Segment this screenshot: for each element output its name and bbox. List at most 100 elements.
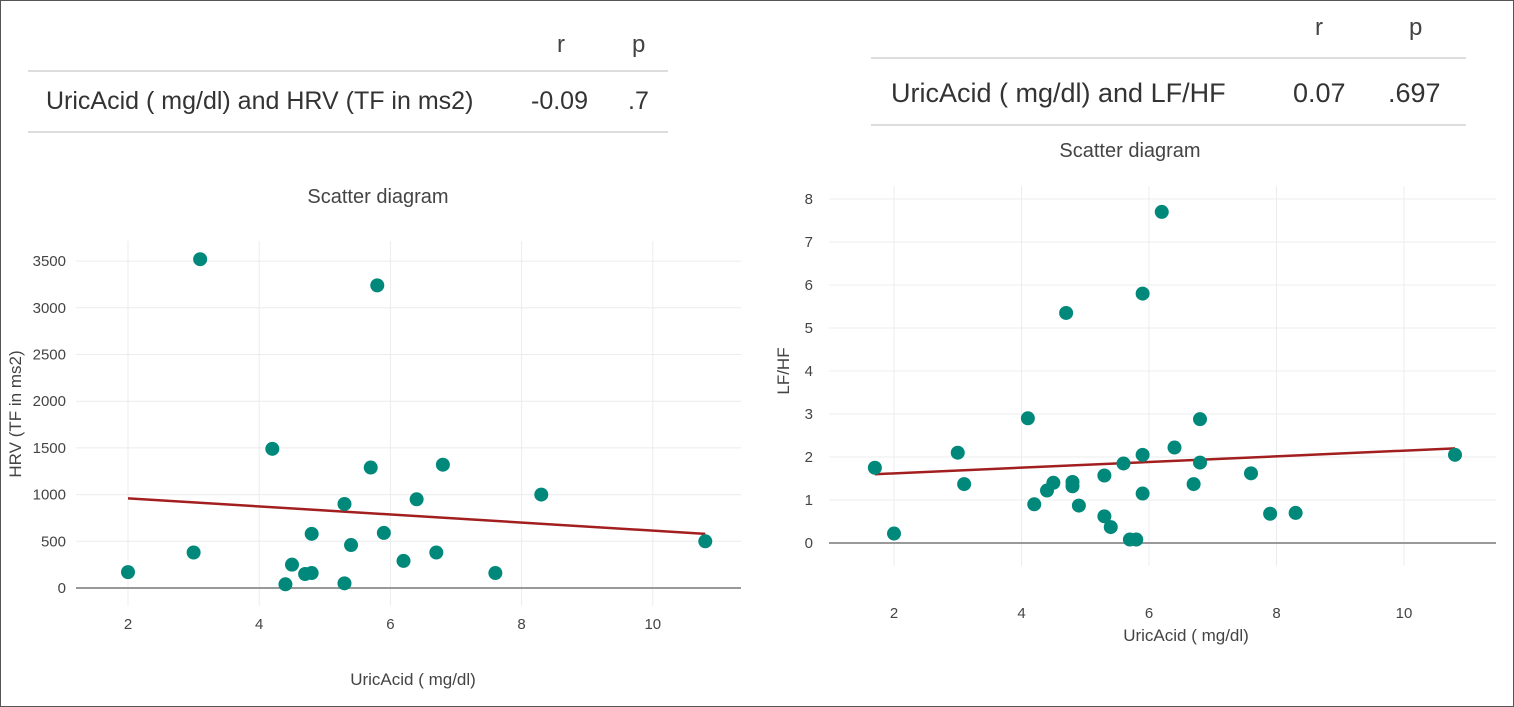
data-point	[1288, 505, 1303, 520]
data-point	[278, 577, 293, 592]
data-point	[186, 545, 201, 560]
row-p: .7	[628, 87, 649, 115]
data-point	[376, 525, 391, 540]
data-point	[193, 252, 208, 267]
y-axis-label: HRV (TF in ms2)	[6, 350, 25, 477]
chart-title: Scatter diagram	[1059, 140, 1200, 162]
y-tick-label: 7	[805, 234, 813, 251]
data-point	[1129, 532, 1144, 547]
y-tick-label: 6	[805, 277, 813, 294]
y-tick-label: 1500	[33, 440, 66, 457]
y-tick-label: 2000	[33, 393, 66, 410]
data-point	[1020, 411, 1035, 426]
data-point	[344, 538, 359, 553]
y-tick-label: 5	[805, 320, 813, 337]
regression-line	[874, 447, 1456, 476]
table-rule	[28, 131, 668, 133]
table-rule	[871, 124, 1466, 126]
y-tick-label: 0	[58, 580, 66, 597]
data-point	[429, 545, 444, 560]
data-point	[363, 460, 378, 475]
data-point	[867, 460, 882, 475]
data-point	[1193, 412, 1207, 427]
data-point	[1116, 456, 1131, 471]
y-tick-label: 2	[805, 449, 813, 466]
y-tick-label: 500	[41, 533, 66, 550]
y-tick-label: 1	[805, 492, 813, 509]
data-point	[698, 534, 713, 549]
data-point	[488, 566, 503, 581]
data-point	[1071, 498, 1086, 513]
y-tick-label: 2500	[33, 347, 66, 364]
regression-line	[127, 497, 706, 536]
data-point	[1103, 520, 1118, 535]
row-r: 0.07	[1293, 78, 1346, 108]
row-label: UricAcid ( mg/dl) and HRV (TF in ms2)	[46, 87, 474, 115]
y-tick-label: 0	[805, 535, 813, 552]
scatter-chart-1: 2 4 6 8 10 0 500 1000 1500 2000 2500 3000 3500 Scatte…	[6, 186, 741, 689]
data-point	[370, 278, 385, 293]
chart-title: Scatter diagram	[307, 186, 448, 208]
data-point	[337, 496, 352, 511]
data-point	[950, 445, 965, 460]
data-point	[1135, 486, 1150, 501]
data-point	[1135, 286, 1150, 301]
data-point	[1154, 204, 1169, 219]
x-tick-label: 4	[1017, 605, 1025, 622]
table-rule	[871, 57, 1466, 59]
header-r: r	[1315, 14, 1323, 41]
scatter-chart-2: 2 4 6 8 10 0 1 2 3 4 5 6 7 8 Scatter diagram UricAcid (…	[774, 140, 1496, 645]
y-tick-label: 8	[805, 191, 813, 208]
y-tick-label: 3000	[33, 300, 66, 317]
x-tick-label: 2	[124, 616, 132, 633]
data-point	[1065, 479, 1080, 494]
y-tick-label: 4	[805, 363, 813, 380]
x-tick-label: 2	[890, 605, 898, 622]
x-tick-label: 10	[644, 616, 661, 633]
data-point	[304, 566, 319, 581]
table-rule	[28, 70, 668, 72]
y-tick-label: 3500	[33, 253, 66, 270]
data-point	[534, 487, 549, 502]
x-tick-label: 8	[1272, 605, 1280, 622]
data-point	[1046, 475, 1061, 490]
x-tick-label: 4	[255, 616, 263, 633]
header-p: p	[632, 31, 646, 58]
data-point	[1448, 447, 1462, 462]
y-axis-label: LF/HF	[774, 347, 793, 394]
row-label: UricAcid ( mg/dl) and LF/HF	[891, 78, 1226, 108]
y-tick-label: 1000	[33, 487, 66, 504]
data-point	[1244, 466, 1258, 481]
data-point	[396, 553, 411, 568]
data-point	[1097, 468, 1112, 483]
x-axis-label: UricAcid ( mg/dl)	[1123, 626, 1249, 645]
data-point	[1027, 497, 1042, 512]
data-point	[1167, 440, 1182, 455]
x-tick-label: 8	[517, 616, 525, 633]
header-r: r	[557, 31, 565, 58]
data-point	[285, 557, 299, 572]
data-point	[1135, 447, 1150, 462]
data-point	[435, 457, 450, 472]
data-point	[337, 576, 352, 591]
data-point	[957, 477, 972, 492]
data-point	[1059, 305, 1074, 320]
data-point	[887, 526, 901, 541]
data-point	[1186, 477, 1201, 492]
x-tick-label: 10	[1396, 605, 1413, 622]
data-point	[409, 492, 424, 507]
data-point	[265, 441, 280, 456]
x-axis-label: UricAcid ( mg/dl)	[350, 670, 476, 689]
row-r: -0.09	[531, 87, 588, 115]
data-point	[304, 526, 319, 541]
row-p: .697	[1388, 78, 1441, 108]
header-p: p	[1409, 14, 1423, 41]
data-point	[1263, 506, 1278, 521]
data-point	[121, 565, 135, 580]
data-point	[1097, 509, 1112, 524]
y-tick-label: 3	[805, 406, 813, 423]
x-tick-label: 6	[386, 616, 394, 633]
data-point	[1193, 455, 1207, 470]
